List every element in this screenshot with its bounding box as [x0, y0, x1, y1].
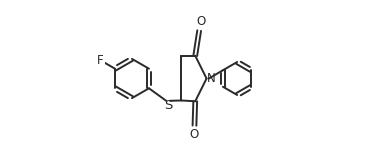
Text: O: O [189, 128, 198, 141]
Text: S: S [164, 99, 172, 112]
Text: N: N [207, 72, 216, 85]
Text: F: F [97, 54, 103, 67]
Text: O: O [196, 16, 205, 28]
